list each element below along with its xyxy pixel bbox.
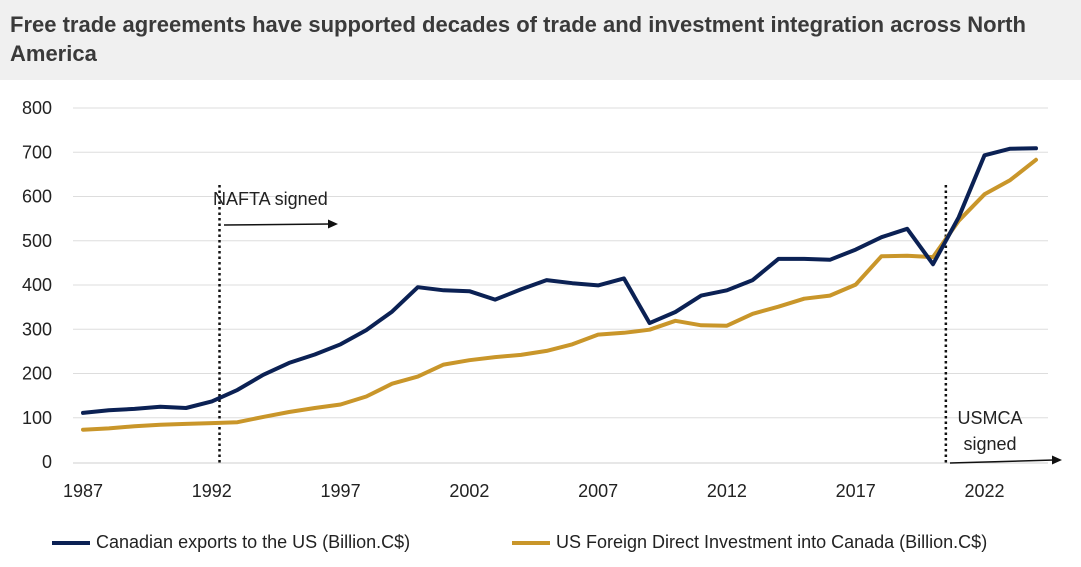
legend: Canadian exports to the US (Billion.C$) …: [0, 532, 1081, 558]
nafta-arrow-head: [328, 219, 338, 229]
usmca-arrow-head: [1052, 455, 1062, 465]
series-line-fdi: [81, 157, 1038, 432]
y-tick-label: 300: [22, 319, 52, 339]
x-tick-label: 2022: [964, 481, 1004, 501]
grid-lines: [73, 107, 1048, 419]
legend-label-fdi: US Foreign Direct Investment into Canada…: [556, 532, 988, 552]
y-axis-ticks: 0 100 200 300 400 500 600 700 800: [22, 98, 52, 472]
usmca-annotation-label: USMCA: [957, 408, 1022, 428]
y-tick-label: 500: [22, 231, 52, 251]
usmca-annotation-label-2: signed: [963, 434, 1016, 454]
x-tick-label: 2012: [707, 481, 747, 501]
line-chart: 0 100 200 300 400 500 600 700 800 1987 1992 1997 20…: [22, 98, 1062, 501]
event-lines: [218, 185, 948, 464]
x-tick-label: 1997: [321, 481, 361, 501]
chart-title: Free trade agreements have supported dec…: [10, 12, 1026, 66]
x-axis-ticks: 1987 1992 1997 2002 2007 2012 2017 2022: [63, 481, 1005, 501]
x-tick-label: 1987: [63, 481, 103, 501]
y-tick-label: 0: [42, 452, 52, 472]
legend-item-fdi: US Foreign Direct Investment into Canada…: [512, 532, 987, 553]
y-tick-label: 100: [22, 408, 52, 428]
x-tick-label: 2007: [578, 481, 618, 501]
title-bar: [0, 0, 1081, 80]
series-line-exports: [81, 146, 1038, 415]
y-tick-label: 700: [22, 142, 52, 162]
usmca-arrow-line: [949, 459, 1055, 464]
legend-item-exports: Canadian exports to the US (Billion.C$): [52, 532, 410, 553]
legend-label-exports: Canadian exports to the US (Billion.C$): [96, 532, 411, 552]
x-tick-label: 2017: [836, 481, 876, 501]
legend-swatch-exports: [52, 540, 90, 545]
series-lines: [81, 146, 1038, 432]
nafta-arrow-line: [223, 223, 331, 226]
y-tick-label: 400: [22, 275, 52, 295]
y-tick-label: 200: [22, 364, 52, 384]
x-tick-label: 1992: [192, 481, 232, 501]
x-tick-label: 2002: [449, 481, 489, 501]
y-tick-label: 800: [22, 98, 52, 118]
nafta-arrow: [223, 219, 338, 229]
nafta-annotation-label: NAFTA signed: [213, 189, 328, 209]
legend-swatch-fdi: [512, 540, 550, 545]
usmca-arrow: [949, 455, 1062, 465]
y-tick-label: 600: [22, 187, 52, 207]
